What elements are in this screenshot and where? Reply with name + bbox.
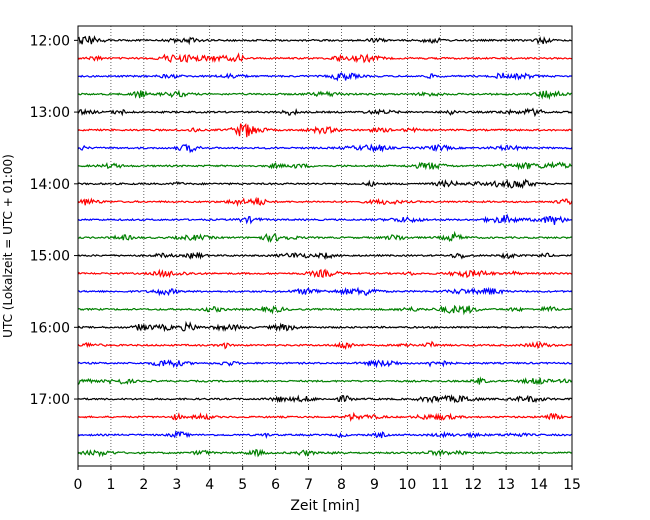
trace-1700 xyxy=(77,394,573,404)
y-axis-label: UTC (Lokalzeit = UTC + 01:00) xyxy=(1,154,15,338)
x-tick-label-6: 6 xyxy=(271,477,280,493)
x-tick-label-13: 13 xyxy=(497,477,515,493)
trace-1430 xyxy=(77,213,573,225)
trace-1245 xyxy=(77,89,573,101)
trace-1500 xyxy=(77,251,573,261)
trace-1200 xyxy=(77,35,573,46)
x-tick-label-10: 10 xyxy=(398,477,416,493)
y-tick-label-13:00: 13:00 xyxy=(30,105,70,121)
trace-1600 xyxy=(77,320,573,333)
x-tick-label-9: 9 xyxy=(370,477,379,493)
trace-1330 xyxy=(77,143,573,154)
y-tick-label-14:00: 14:00 xyxy=(30,177,70,193)
y-tick-label-17:00: 17:00 xyxy=(30,392,70,408)
y-tick-label-16:00: 16:00 xyxy=(30,320,70,336)
trace-1615 xyxy=(77,340,573,350)
x-tick-label-4: 4 xyxy=(205,477,214,493)
x-tick-label-2: 2 xyxy=(139,477,148,493)
trace-1230 xyxy=(77,72,573,82)
trace-1300 xyxy=(77,107,573,118)
trace-1215 xyxy=(77,52,573,64)
x-tick-label-12: 12 xyxy=(464,477,482,493)
trace-lines xyxy=(77,35,573,458)
trace-1415 xyxy=(77,196,573,207)
trace-1530 xyxy=(77,286,573,297)
y-tick-label-12:00: 12:00 xyxy=(30,33,70,49)
x-tick-label-3: 3 xyxy=(172,477,181,493)
x-tick-label-11: 11 xyxy=(431,477,449,493)
plot-frame xyxy=(77,25,573,467)
trace-1715 xyxy=(77,411,573,423)
trace-1630 xyxy=(77,359,573,369)
x-tick-label-5: 5 xyxy=(238,477,247,493)
trace-1445 xyxy=(77,230,573,243)
x-tick-label-1: 1 xyxy=(106,477,115,493)
x-tick-label-8: 8 xyxy=(337,477,346,493)
x-tick-label-14: 14 xyxy=(530,477,548,493)
trace-1645 xyxy=(77,376,573,386)
x-tick-label-0: 0 xyxy=(74,477,83,493)
trace-1515 xyxy=(77,268,573,279)
trace-1730 xyxy=(77,429,573,439)
trace-1315 xyxy=(77,122,573,138)
x-tick-label-7: 7 xyxy=(304,477,313,493)
trace-1400 xyxy=(77,178,573,190)
trace-1345 xyxy=(77,160,573,171)
y-axis-ticks: 12:00 13:00 14:00 15:00 16:00 17:00 xyxy=(30,33,78,408)
x-tick-label-15: 15 xyxy=(563,477,581,493)
trace-1545 xyxy=(77,304,573,316)
x-axis-ticks: 0 1 2 3 4 5 6 7 8 9 10 11 12 13 14 15 xyxy=(74,466,581,493)
grid-lines xyxy=(110,26,540,466)
y-tick-label-15:00: 15:00 xyxy=(30,249,70,265)
x-axis-label: Zeit [min] xyxy=(290,498,359,514)
trace-1745 xyxy=(77,448,573,458)
